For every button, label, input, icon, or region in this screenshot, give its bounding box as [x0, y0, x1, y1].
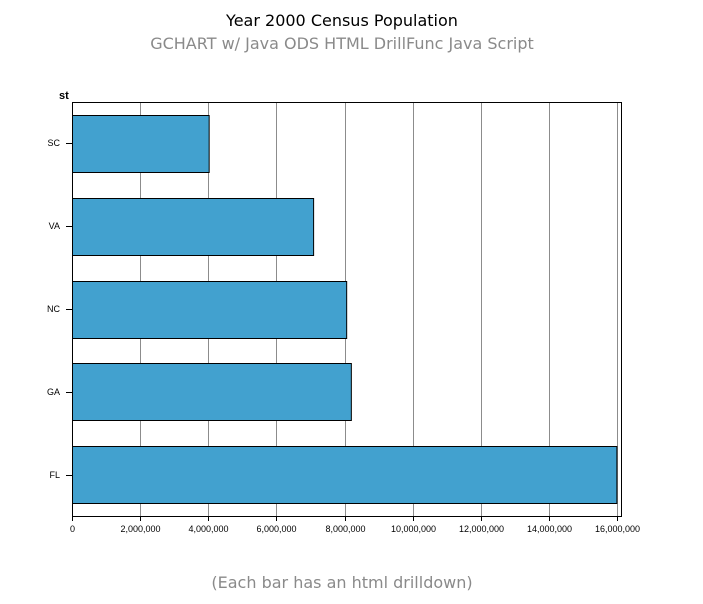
y-tick-label: FL	[49, 470, 60, 480]
y-tick-label: GA	[47, 387, 60, 397]
bar-ga[interactable]	[72, 363, 352, 421]
x-tick-label: 6,000,000	[256, 524, 296, 534]
y-axis-label: st	[59, 90, 69, 102]
plot-area: 0 2,000,000 4,000,000 6,000,000 8,000,000 10,…	[47, 102, 640, 534]
x-tick-label: 14,000,000	[527, 524, 572, 534]
x-tick-label: 8,000,000	[325, 524, 365, 534]
bar-va[interactable]	[72, 198, 315, 256]
x-tick-label: 16,000,000	[595, 524, 640, 534]
x-tick-label: 4,000,000	[188, 524, 228, 534]
bar-fl[interactable]	[72, 446, 618, 504]
x-tick-label: 2,000,000	[120, 524, 160, 534]
x-tick-label: 10,000,000	[391, 524, 436, 534]
chart-subtitle: GCHART w/ Java ODS HTML DrillFunc Java S…	[150, 34, 534, 53]
y-tick-label: SC	[47, 138, 60, 148]
chart-footnote: (Each bar has an html drilldown)	[211, 573, 472, 592]
y-tick-label: VA	[49, 221, 60, 231]
x-tick-label: 0	[70, 524, 75, 534]
bar-sc[interactable]	[72, 115, 210, 173]
x-tick-label: 12,000,000	[459, 524, 504, 534]
chart-title: Year 2000 Census Population	[225, 11, 458, 30]
bar-nc[interactable]	[72, 281, 348, 339]
y-tick-label: NC	[47, 304, 60, 314]
